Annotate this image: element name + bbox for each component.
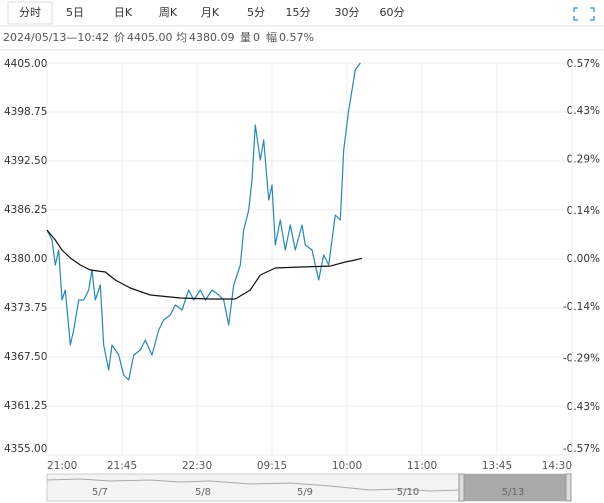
series-line — [46, 229, 363, 300]
y-tick-label: 4392.50 — [4, 155, 47, 167]
y-tick-label: 4361.25 — [4, 400, 47, 412]
tab[interactable]: 5分 — [247, 6, 265, 19]
y2-tick-label: 0.43% — [567, 105, 600, 117]
y-tick-label: 4405.00 — [4, 58, 47, 70]
y-tick-label: 4386.25 — [4, 204, 47, 216]
navigator-label: 5/9 — [297, 487, 313, 498]
tab[interactable]: 5日 — [66, 6, 84, 19]
x-tick-label: 21:45 — [107, 460, 137, 472]
tab[interactable]: 60分 — [380, 6, 405, 19]
tab[interactable]: 月K — [201, 6, 220, 19]
y2-tick-label: 0.29% — [567, 153, 600, 165]
tab[interactable]: 30分 — [335, 6, 360, 19]
navigator-label: 5/7 — [92, 487, 108, 498]
navigator-handle[interactable] — [458, 473, 465, 502]
tab-bar: 分时 5日 日K 周K 月K 5分 15分 30分 60分 — [7, 1, 405, 25]
info-label: 均 — [176, 31, 187, 44]
y2-tick-label: -0.57% — [563, 443, 600, 455]
x-tick-label: 10:00 — [332, 460, 362, 472]
plot: 4405.00 4398.75 4392.50 4386.25 4380.00 4373.… — [4, 58, 600, 472]
x-tick-label: 13:45 — [482, 460, 512, 472]
y2-tick-label: 0.57% — [567, 58, 600, 70]
info-label: 价 — [114, 31, 125, 44]
tab[interactable]: 周K — [159, 6, 178, 19]
navigator-line — [46, 478, 463, 492]
y-tick-label: 4355.00 — [4, 443, 47, 455]
info-time: 2024/05/13—10:42 — [3, 31, 109, 44]
navigator-label: 5/13 — [502, 487, 524, 498]
y2-tick-label: 0.43% — [567, 401, 600, 413]
navigator[interactable] — [46, 473, 572, 502]
tab[interactable]: 15分 — [286, 6, 311, 19]
x-tick-label: 11:00 — [407, 460, 437, 472]
x-tick-label: 21:00 — [47, 460, 77, 472]
info-label: 量 — [240, 31, 251, 44]
navigator-handle[interactable] — [565, 473, 572, 502]
info-value: 0 — [253, 31, 260, 44]
y2-tick-label: -0.14% — [563, 301, 600, 313]
tab-active-bg — [7, 1, 53, 25]
tab[interactable]: 分时 — [19, 6, 41, 19]
y2-tick-label: -0.29% — [563, 353, 600, 365]
navigator-labels: 5/7 5/8 5/9 5/10 5/13 — [92, 487, 524, 498]
info-value: 4405.00 — [127, 31, 173, 44]
info-value: 4380.09 — [189, 31, 235, 44]
y-tick-label: 4398.75 — [4, 106, 47, 118]
y-tick-label: 4380.00 — [4, 253, 47, 265]
info-line: 2024/05/13—10:42 价 4405.00 均 4380.09 量 0… — [3, 31, 314, 44]
x-tick-label: 14:30 — [542, 460, 572, 472]
navigator-selection[interactable] — [462, 474, 568, 501]
navigator-label: 5/8 — [195, 487, 211, 498]
y2-tick-label: 0.14% — [567, 205, 600, 217]
info-value: 0.57% — [279, 31, 314, 44]
series-line — [46, 62, 361, 381]
y-tick-label: 4373.75 — [4, 302, 47, 314]
fullscreen-icon[interactable] — [573, 7, 595, 21]
y-tick-label: 4367.50 — [4, 351, 47, 363]
info-label: 幅 — [266, 31, 277, 44]
y2-tick-label: 0.00% — [567, 253, 600, 265]
tab[interactable]: 日K — [114, 6, 133, 19]
x-tick-label: 09:15 — [257, 460, 287, 472]
x-tick-label: 22:30 — [182, 460, 212, 472]
navigator-label: 5/10 — [397, 487, 419, 498]
fullscreen-glyph[interactable] — [573, 7, 595, 21]
